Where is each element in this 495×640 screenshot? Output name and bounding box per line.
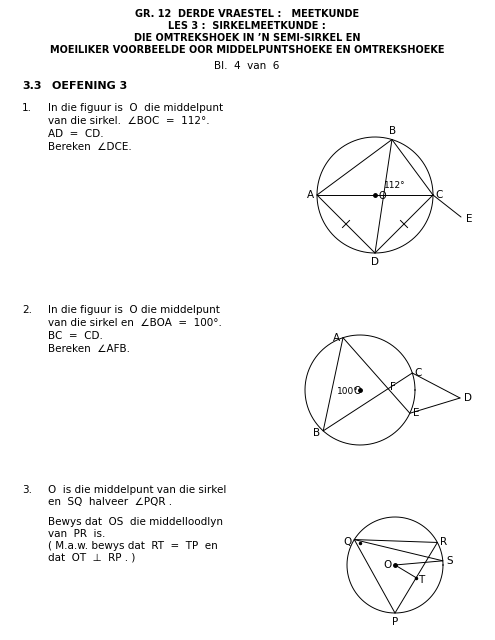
Text: E: E: [413, 408, 419, 419]
Text: 2.: 2.: [22, 305, 32, 315]
Text: C: C: [415, 368, 422, 378]
Text: Bewys dat  OS  die middelloodlyn: Bewys dat OS die middelloodlyn: [48, 517, 223, 527]
Text: 3.3: 3.3: [22, 81, 42, 91]
Text: D: D: [464, 393, 472, 403]
Text: R: R: [440, 538, 447, 547]
Text: D: D: [371, 257, 379, 267]
Text: A: A: [306, 190, 313, 200]
Text: B: B: [313, 428, 320, 438]
Text: C: C: [435, 190, 443, 200]
Text: AD  =  CD.: AD = CD.: [48, 129, 103, 139]
Text: In die figuur is  O  die middelpunt: In die figuur is O die middelpunt: [48, 103, 223, 113]
Text: 100°: 100°: [337, 387, 359, 396]
Text: OEFENING 3: OEFENING 3: [52, 81, 127, 91]
Text: 1.: 1.: [22, 103, 32, 113]
Text: van die sirkel en  ∠BOA  =  100°.: van die sirkel en ∠BOA = 100°.: [48, 318, 222, 328]
Text: GR. 12  DERDE VRAESTEL :   MEETKUNDE: GR. 12 DERDE VRAESTEL : MEETKUNDE: [135, 9, 359, 19]
Text: O: O: [353, 386, 361, 396]
Text: MOEILIKER VOORBEELDE OOR MIDDELPUNTSHOEKE EN OMTREKSHOEKE: MOEILIKER VOORBEELDE OOR MIDDELPUNTSHOEK…: [50, 45, 444, 55]
Text: Bereken  ∠AFB.: Bereken ∠AFB.: [48, 344, 130, 354]
Text: In die figuur is  O die middelpunt: In die figuur is O die middelpunt: [48, 305, 220, 315]
Text: O: O: [378, 191, 386, 201]
Text: F: F: [390, 381, 396, 392]
Text: B: B: [390, 125, 396, 136]
Text: ( M.a.w. bewys dat  RT  =  TP  en: ( M.a.w. bewys dat RT = TP en: [48, 541, 218, 551]
Text: van  PR  is.: van PR is.: [48, 529, 105, 539]
Text: Bereken  ∠DCE.: Bereken ∠DCE.: [48, 142, 132, 152]
Text: A: A: [333, 333, 340, 342]
Text: O  is die middelpunt van die sirkel: O is die middelpunt van die sirkel: [48, 485, 226, 495]
Text: LES 3 :  SIRKELMEETKUNDE :: LES 3 : SIRKELMEETKUNDE :: [168, 21, 326, 31]
Text: S: S: [446, 556, 453, 566]
Text: P: P: [392, 617, 398, 627]
Text: E: E: [466, 214, 472, 224]
Text: BC  =  CD.: BC = CD.: [48, 331, 103, 341]
Text: T: T: [418, 575, 424, 585]
Text: dat  OT  ⊥  RP . ): dat OT ⊥ RP . ): [48, 553, 135, 563]
Text: en  SQ  halveer  ∠PQR .: en SQ halveer ∠PQR .: [48, 497, 172, 507]
Text: van die sirkel.  ∠BOC  =  112°.: van die sirkel. ∠BOC = 112°.: [48, 116, 209, 126]
Text: 3.: 3.: [22, 485, 32, 495]
Text: O: O: [383, 560, 391, 570]
Text: Q: Q: [343, 536, 351, 547]
Text: DIE OMTREKSHOEK IN ’N SEMI-SIRKEL EN: DIE OMTREKSHOEK IN ’N SEMI-SIRKEL EN: [134, 33, 360, 43]
Text: 112°: 112°: [384, 180, 406, 189]
Text: Bl.  4  van  6: Bl. 4 van 6: [214, 61, 280, 71]
